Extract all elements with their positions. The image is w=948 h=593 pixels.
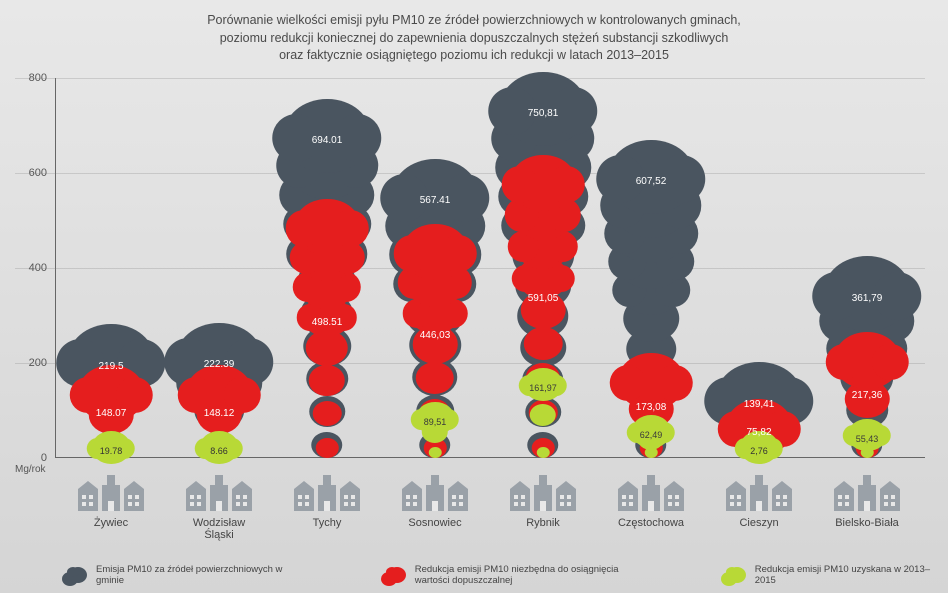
- legend-text: Emisja PM10 za źródeł powierzchniowych w…: [96, 565, 299, 587]
- city-name-label: Żywiec: [57, 517, 165, 529]
- required-value-label: 446,03: [420, 330, 451, 341]
- city-name-label: Rybnik: [489, 517, 597, 529]
- factory-icon: Bielsko-Biała: [813, 475, 921, 513]
- emission-value-label: 750,81: [528, 108, 559, 119]
- achieved-value-label: 8.66: [210, 446, 228, 456]
- city-name-label: Sosnowiec: [381, 517, 489, 529]
- factory-icon: Cieszyn: [705, 475, 813, 513]
- legend-item: Redukcja emisji PM10 uzyskana w 2013–201…: [719, 565, 938, 587]
- city-name-label: Częstochowa: [597, 517, 705, 529]
- city-name-label: WodzisławŚląski: [165, 517, 273, 541]
- chart-title: Porównanie wielkości emisji pyłu PM10 ze…: [0, 0, 948, 65]
- factory-icon: Rybnik: [489, 475, 597, 513]
- y-axis: 0200400600800: [15, 78, 55, 458]
- municipality-column: 694.01 498.51: [273, 78, 381, 458]
- legend-text: Redukcja emisji PM10 niezbędna do osiągn…: [415, 565, 639, 587]
- emission-value-label: 567.41: [420, 195, 451, 206]
- municipality-column: 222.39 148.12 8.66: [165, 78, 273, 458]
- factory-icon: Częstochowa: [597, 475, 705, 513]
- legend-item: Emisja PM10 za źródeł powierzchniowych w…: [60, 565, 299, 587]
- achieved-value-label: 55,43: [856, 434, 879, 444]
- required-value-label: 591,05: [528, 293, 559, 304]
- y-tick-label: 0: [41, 452, 47, 464]
- emission-value-label: 139,41: [744, 399, 775, 410]
- legend-text: Redukcja emisji PM10 uzyskana w 2013–201…: [755, 565, 938, 587]
- chart-area: 0200400600800 Mg/rok 219.5148.0719.78222…: [55, 78, 925, 458]
- emission-value-label: 222.39: [204, 359, 235, 370]
- city-name-label: Cieszyn: [705, 517, 813, 529]
- legend: Emisja PM10 za źródeł powierzchniowych w…: [60, 565, 938, 587]
- municipality-column: 139,41 75,82 2,76: [705, 78, 813, 458]
- emission-value-label: 607,52: [636, 176, 667, 187]
- y-unit-label: Mg/rok: [15, 464, 46, 475]
- city-name-label: Tychy: [273, 517, 381, 529]
- achieved-value-label: 89,51: [424, 417, 447, 427]
- emission-value-label: 219.5: [98, 361, 123, 372]
- municipality-column: 607,52 173,08 62,49: [597, 78, 705, 458]
- required-value-label: 148.12: [204, 408, 235, 419]
- legend-item: Redukcja emisji PM10 niezbędna do osiągn…: [379, 565, 639, 587]
- legend-swatch-icon: [379, 565, 407, 587]
- emission-value-label: 361,79: [852, 293, 883, 304]
- municipality-column: 750,81 591,05 161,97: [489, 78, 597, 458]
- city-name-label: Bielsko-Biała: [813, 517, 921, 529]
- title-line-3: oraz faktycznie osiągniętego poziomu ich…: [40, 47, 908, 65]
- required-value-label: 173,08: [636, 402, 667, 413]
- municipality-column: 219.5 148.07 19.78: [57, 78, 165, 458]
- required-value-label: 498.51: [312, 317, 343, 328]
- title-line-1: Porównanie wielkości emisji pyłu PM10 ze…: [40, 12, 908, 30]
- title-line-2: poziomu redukcji koniecznej do zapewnien…: [40, 30, 908, 48]
- achieved-value-label: 161,97: [529, 383, 557, 393]
- achieved-value-label: 19.78: [100, 446, 123, 456]
- legend-swatch-icon: [60, 565, 88, 587]
- required-value-label: 148.07: [96, 408, 127, 419]
- achieved-value-label: 2,76: [750, 446, 768, 456]
- emission-value-label: 694.01: [312, 135, 343, 146]
- required-reduction-cloud: [294, 221, 361, 458]
- factory-icon: WodzisławŚląski: [165, 475, 273, 513]
- achieved-value-label: 62,49: [640, 430, 663, 440]
- factory-icon: Tychy: [273, 475, 381, 513]
- legend-swatch-icon: [719, 565, 747, 587]
- municipality-column: 567.41 446,03 89,51: [381, 78, 489, 458]
- required-value-label: 75,82: [746, 427, 771, 438]
- factory-icon: Żywiec: [57, 475, 165, 513]
- factory-row: Żywiec WodzisławŚląski: [55, 463, 925, 513]
- municipality-column: 361,79 217,36 55,43: [813, 78, 921, 458]
- required-value-label: 217,36: [852, 390, 883, 401]
- factory-icon: Sosnowiec: [381, 475, 489, 513]
